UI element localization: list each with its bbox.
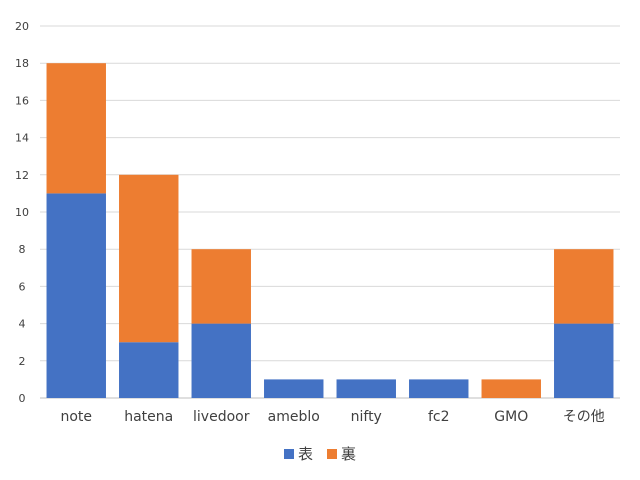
bar-omote-3 bbox=[264, 379, 324, 398]
x-tick-label: livedoor bbox=[193, 409, 250, 425]
legend: 表 裏 bbox=[0, 443, 640, 464]
bar-omote-7 bbox=[554, 323, 614, 398]
x-tick-label: note bbox=[60, 409, 92, 425]
bar-ura-0 bbox=[46, 63, 106, 194]
y-tick-label: 12 bbox=[15, 169, 29, 182]
x-tick-label: その他 bbox=[563, 409, 605, 425]
x-tick-label: fc2 bbox=[428, 409, 450, 425]
legend-swatch-omote bbox=[283, 448, 294, 459]
y-tick-label: 18 bbox=[15, 57, 29, 70]
y-tick-label: 2 bbox=[19, 355, 26, 368]
y-tick-label: 6 bbox=[19, 280, 26, 293]
bar-omote-1 bbox=[119, 342, 179, 398]
x-tick-label: nifty bbox=[351, 409, 382, 425]
x-tick-label: ameblo bbox=[268, 409, 320, 425]
bars bbox=[46, 63, 614, 398]
y-tick-label: 4 bbox=[19, 318, 26, 331]
y-tick-label: 0 bbox=[19, 392, 26, 405]
y-tick-label: 14 bbox=[15, 132, 29, 145]
bar-omote-2 bbox=[191, 323, 251, 398]
bar-omote-4 bbox=[336, 379, 396, 398]
bar-omote-5 bbox=[409, 379, 469, 398]
legend-label-ura: 裏 bbox=[341, 445, 357, 463]
y-axis-ticks: 0 2 4 6 8 10 12 14 16 18 20 bbox=[15, 20, 29, 405]
legend-item-ura: 裏 bbox=[327, 443, 356, 464]
x-axis-ticks: note hatena livedoor ameblo nifty fc2 GMO その他 bbox=[60, 409, 604, 425]
legend-item-omote: 表 bbox=[283, 443, 313, 464]
bar-ura-2 bbox=[191, 249, 251, 324]
bar-ura-6 bbox=[481, 379, 541, 398]
bar-ura-7 bbox=[554, 249, 614, 324]
y-tick-label: 10 bbox=[15, 206, 29, 219]
y-tick-label: 20 bbox=[15, 20, 29, 33]
bar-ura-1 bbox=[119, 174, 179, 343]
legend-swatch-ura bbox=[327, 448, 337, 459]
legend-label-omote: 表 bbox=[297, 445, 313, 463]
y-tick-label: 16 bbox=[15, 94, 29, 107]
bar-omote-0 bbox=[46, 193, 106, 398]
y-tick-label: 8 bbox=[19, 243, 26, 256]
x-tick-label: hatena bbox=[124, 409, 173, 425]
x-tick-label: GMO bbox=[494, 409, 528, 425]
